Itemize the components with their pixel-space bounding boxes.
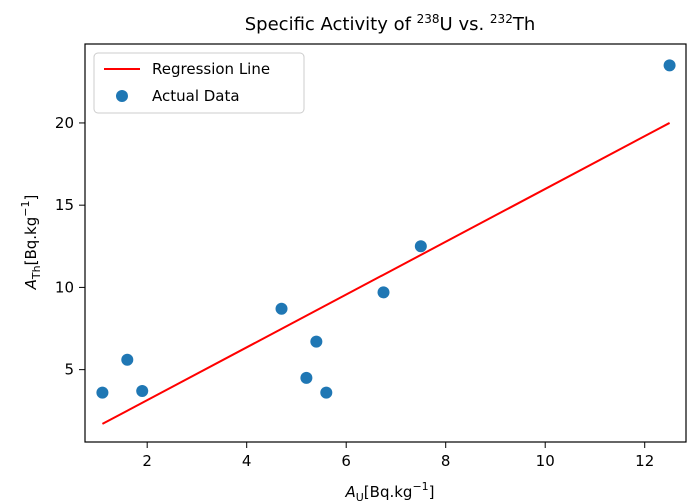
data-point-2 [121,353,134,366]
data-point-7 [320,386,333,399]
legend-label-regression: Regression Line [152,60,270,78]
legend-label-data: Actual Data [152,87,240,105]
y-tick-label: 15 [55,196,74,214]
y-tick-label: 10 [55,278,74,296]
data-point-1 [96,386,109,399]
y-axis-label: ATh[Bq.kg−1] [19,195,43,291]
y-tick-label: 20 [55,114,74,132]
data-point-8 [377,286,390,299]
data-point-4 [275,302,288,315]
y-tick-label: 5 [64,361,74,379]
x-tick-label: 4 [242,452,252,470]
x-tick-label: 10 [536,452,555,470]
axes: 2 4 6 8 10 12 5 10 15 20 [55,43,687,470]
data-point-9 [414,240,427,253]
axes-frame [84,43,687,443]
legend-marker-swatch [116,90,128,102]
data-point-10 [663,59,676,72]
data-point-5 [300,371,313,384]
x-tick-label: 12 [635,452,654,470]
x-tick-label: 6 [341,452,351,470]
plot-area [96,59,676,425]
x-axis-label: AU[Bq.kg−1] [344,480,434,504]
x-tick-label: 2 [142,452,152,470]
x-tick-label: 8 [441,452,451,470]
data-point-3 [136,385,149,398]
legend-box [93,52,305,114]
data-point-6 [310,335,323,348]
legend: Regression Line Actual Data [93,52,305,114]
chart-title: Specific Activity of 238U vs. 232Th [245,12,535,35]
regression-line [101,122,671,425]
